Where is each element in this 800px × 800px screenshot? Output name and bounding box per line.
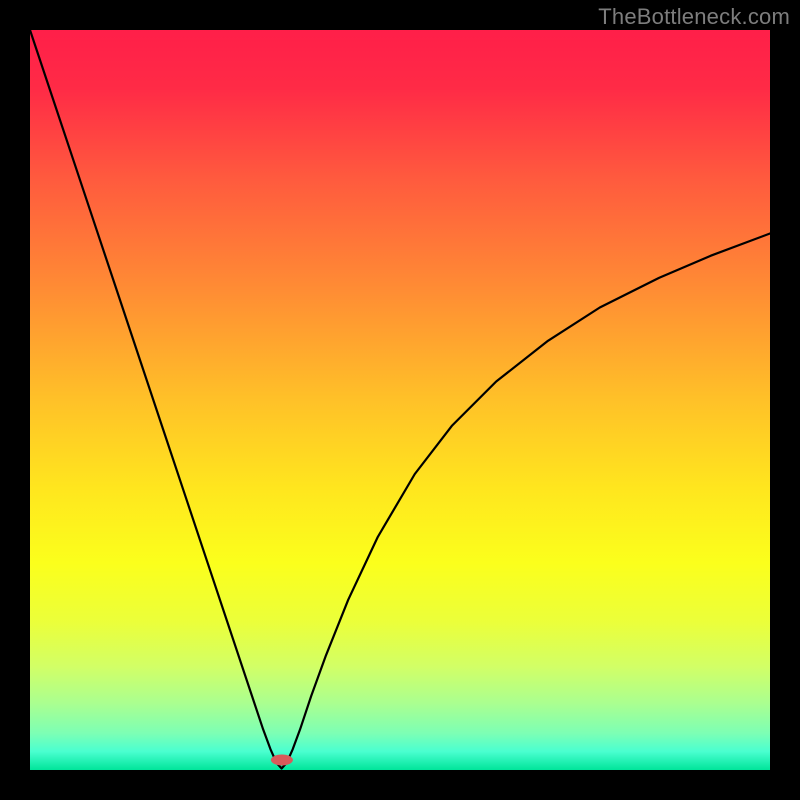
watermark-text: TheBottleneck.com	[598, 4, 790, 30]
curve-line	[30, 30, 770, 770]
chart-frame: TheBottleneck.com	[0, 0, 800, 800]
plot-area	[30, 30, 770, 770]
